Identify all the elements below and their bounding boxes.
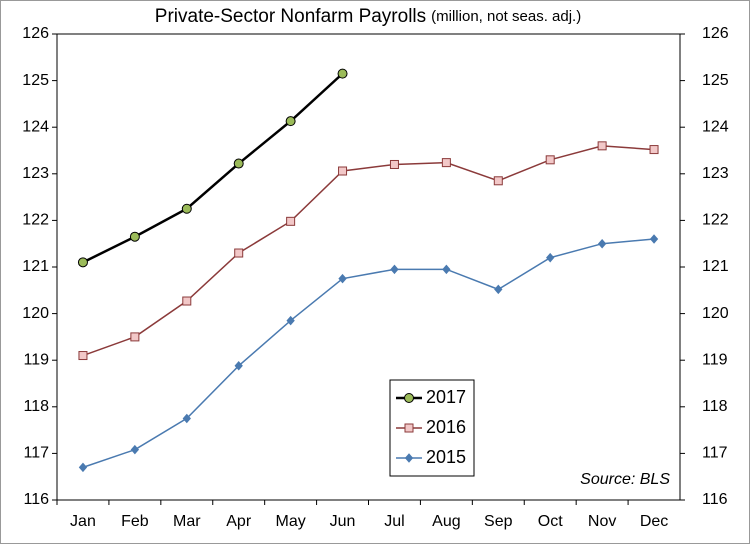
y2-tick-label: 123: [702, 165, 729, 182]
data-point: [337, 68, 348, 79]
x-tick-label: Dec: [640, 513, 668, 530]
data-point: [493, 176, 503, 186]
y2-tick-label: 121: [702, 258, 729, 275]
y-tick-label: 121: [22, 258, 49, 275]
y-tick-label: 122: [22, 212, 49, 229]
data-point: [286, 315, 295, 326]
y-tick-label: 126: [22, 25, 49, 42]
y2-tick-label: 120: [702, 305, 729, 322]
y-tick-label: 118: [23, 398, 49, 415]
y-tick-label: 120: [22, 305, 49, 322]
source-note: Source: BLS: [580, 471, 670, 488]
y2-tick-label: 116: [702, 491, 728, 508]
data-point: [78, 462, 88, 473]
legend-label: 2017: [426, 387, 466, 407]
data-point: [130, 332, 140, 342]
chart-title-block: Private-Sector Nonfarm Payrolls (million,…: [155, 6, 581, 27]
y2-tick-label: 125: [702, 72, 729, 89]
data-point: [649, 234, 659, 244]
data-point: [390, 264, 399, 275]
x-tick-label: Aug: [432, 513, 460, 530]
data-point: [597, 238, 607, 249]
y2-tick-label: 118: [702, 398, 728, 415]
data-point: [129, 231, 140, 242]
x-tick-label: May: [276, 513, 306, 530]
data-point: [338, 166, 348, 176]
data-point: [338, 273, 347, 284]
data-point: [389, 159, 399, 169]
y-tick-label: 123: [22, 165, 49, 182]
data-point: [649, 145, 659, 155]
y2-tick-label: 119: [702, 351, 728, 368]
data-point: [545, 155, 555, 165]
data-point: [130, 444, 140, 455]
data-point: [234, 361, 243, 371]
legend-marker: [404, 393, 414, 403]
x-tick-label: Nov: [588, 513, 616, 530]
series-line: [82, 238, 655, 469]
y2-tick-label: 126: [702, 25, 729, 42]
x-tick-label: Jun: [330, 513, 356, 530]
data-point: [285, 116, 296, 127]
y-tick-label: 125: [22, 72, 49, 89]
x-tick-label: Feb: [121, 513, 149, 530]
data-point: [182, 413, 191, 424]
x-tick-label: Sep: [484, 513, 513, 530]
data-point: [494, 284, 503, 295]
chart-title: Private-Sector Nonfarm Payrolls: [155, 6, 426, 27]
y-tick-label: 117: [23, 445, 49, 462]
legend-marker: [404, 453, 414, 463]
chart-subtitle: (million, not seas. adj.): [431, 8, 581, 25]
x-tick-label: Apr: [226, 513, 252, 530]
series-line: [82, 72, 344, 264]
data-point: [181, 203, 192, 214]
data-point: [233, 158, 244, 169]
legend-label: 2015: [426, 447, 466, 467]
data-point: [234, 248, 244, 258]
x-tick-label: Mar: [173, 513, 201, 530]
series-line: [82, 145, 655, 357]
x-tick-label: Jan: [70, 513, 96, 530]
legend-label: 2016: [426, 417, 466, 437]
y2-tick-label: 117: [702, 445, 728, 462]
data-point: [286, 216, 296, 226]
x-tick-label: Oct: [538, 513, 563, 530]
data-point: [78, 351, 88, 361]
y-tick-label: 124: [22, 118, 49, 135]
data-point: [546, 252, 555, 263]
data-point: [182, 296, 192, 306]
legend-marker: [404, 423, 414, 433]
data-point: [441, 158, 451, 168]
y-tick-label: 119: [23, 351, 49, 368]
data-point: [442, 264, 451, 275]
data-point: [597, 141, 607, 151]
y-tick-label: 116: [23, 491, 49, 508]
y2-tick-label: 124: [702, 118, 729, 135]
y2-tick-label: 122: [702, 212, 729, 229]
data-point: [77, 257, 88, 268]
x-tick-label: Jul: [384, 513, 404, 530]
